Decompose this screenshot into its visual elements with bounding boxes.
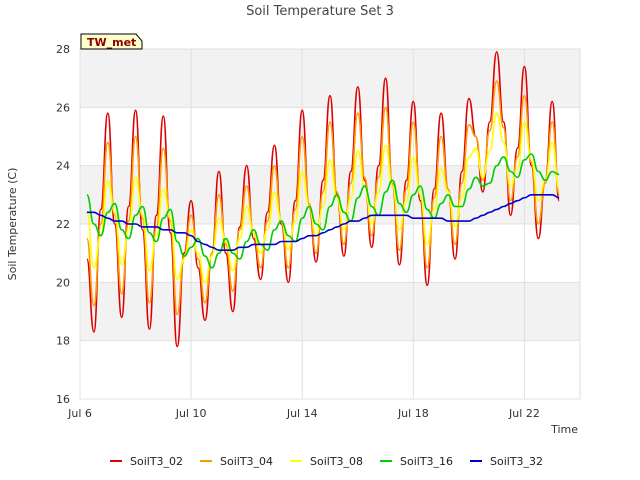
background-band <box>80 340 580 399</box>
legend-label: SoilT3_08 <box>310 455 363 468</box>
background-band <box>80 107 580 166</box>
background-band <box>80 224 580 283</box>
background-band <box>80 282 580 341</box>
legend-label: SoilT3_32 <box>490 455 543 468</box>
annotation-badge-box <box>80 33 143 50</box>
series-line-soilt3_04 <box>86 80 560 316</box>
x-tick-label: Jul 22 <box>508 407 540 420</box>
plot-background-bands <box>80 49 580 399</box>
chart-title: Soil Temperature Set 3 <box>246 4 394 19</box>
y-tick-label: 22 <box>56 218 70 231</box>
legend-label: SoilT3_04 <box>220 455 273 468</box>
x-tick-label: Jul 18 <box>397 407 429 420</box>
series-line-soilt3_16 <box>86 153 560 269</box>
legend-label: SoilT3_02 <box>130 455 183 468</box>
y-tick-label: 24 <box>56 160 70 173</box>
series-lines <box>86 51 560 348</box>
x-tick-label: Jul 14 <box>286 407 318 420</box>
background-band <box>80 165 580 224</box>
series-line-soilt3_08 <box>86 112 560 284</box>
y-tick-label: 18 <box>56 335 70 348</box>
y-tick-label: 20 <box>56 276 70 289</box>
background-band <box>80 49 580 108</box>
annotation-badge-text: TW_met <box>87 36 136 49</box>
gridlines <box>79 48 580 400</box>
y-tick-label: 26 <box>56 101 70 114</box>
x-tick-label: Jul 6 <box>67 407 92 420</box>
y-tick-label: 16 <box>56 393 70 406</box>
y-axis-ticks: 16 18 20 22 24 26 28 <box>56 43 70 406</box>
x-axis-ticks: Jul 6 Jul 10 Jul 14 Jul 18 Jul 22 <box>67 407 540 420</box>
x-axis-label: Time <box>550 423 578 436</box>
annotation-badge: TW_met <box>80 33 143 50</box>
x-tick-label: Jul 10 <box>175 407 207 420</box>
legend-label: SoilT3_16 <box>400 455 453 468</box>
y-tick-label: 28 <box>56 43 70 56</box>
series-line-soilt3_32 <box>86 194 560 251</box>
y-axis-label: Soil Temperature (C) <box>6 168 19 281</box>
legend: SoilT3_02 SoilT3_04 SoilT3_08 SoilT3_16 Soil… <box>110 455 543 468</box>
